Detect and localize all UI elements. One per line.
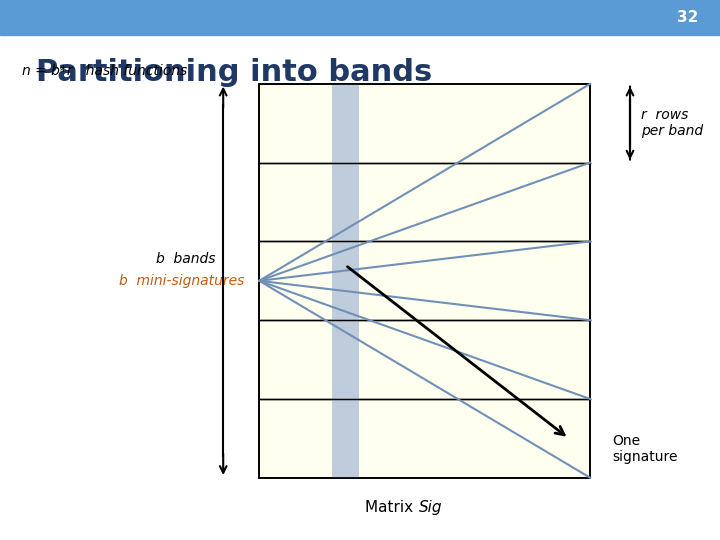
Text: 32: 32 [677, 10, 698, 25]
Bar [332, 84, 359, 478]
Text: b  mini-signatures: b mini-signatures [120, 274, 245, 288]
Text: Sig: Sig [419, 500, 443, 515]
Text: One
signature: One signature [612, 434, 678, 464]
Bar [259, 84, 590, 478]
Text: Partitioning into bands: Partitioning into bands [36, 58, 432, 87]
Bar [0, 0, 720, 35]
Text: r  rows
per band: r rows per band [641, 108, 703, 138]
Text: b  bands: b bands [156, 252, 216, 266]
Bar [259, 84, 590, 478]
Text: Matrix: Matrix [364, 500, 418, 515]
Text: n = b*r   hash functions: n = b*r hash functions [22, 64, 187, 78]
